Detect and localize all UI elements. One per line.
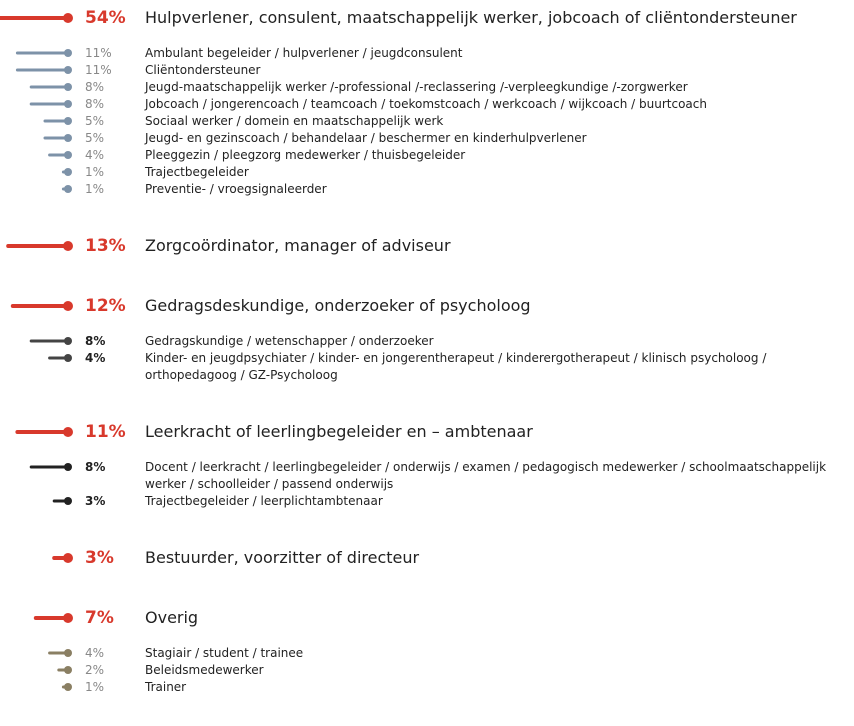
item-percent: 1% — [85, 182, 105, 196]
group-percent: 54% — [85, 8, 126, 28]
lollipop-dot — [64, 100, 72, 108]
item-label: Jeugd-maatschappelijk werker /-professio… — [145, 80, 688, 94]
lollipop-dot — [63, 553, 73, 563]
item-percent: 1% — [85, 680, 105, 694]
group-percent: 12% — [85, 296, 126, 316]
item-label: Gedragskundige / wetenschapper / onderzo… — [145, 334, 434, 348]
lollipop-dot — [63, 613, 73, 623]
item-percent: 3% — [85, 494, 106, 508]
item-label: Pleeggezin / pleegzorg medewerker / thui… — [145, 148, 466, 162]
lollipop-dot — [64, 168, 72, 176]
lollipop-dot — [64, 337, 72, 345]
item-label: Trainer — [145, 680, 187, 694]
item-percent: 8% — [85, 97, 105, 111]
group-percent: 3% — [85, 548, 114, 568]
group-label: Zorgcoördinator, manager of adviseur — [145, 236, 451, 255]
item-percent: 1% — [85, 165, 105, 179]
group-label: Leerkracht of leerlingbegeleider en – am… — [145, 422, 533, 441]
lollipop-dot — [64, 497, 72, 505]
item-label: Jobcoach / jongerencoach / teamcoach / t… — [145, 97, 707, 111]
item-percent: 2% — [85, 663, 105, 677]
item-label: Ambulant begeleider / hulpverlener / jeu… — [145, 46, 463, 60]
group-label: Gedragsdeskundige, onderzoeker of psycho… — [145, 296, 531, 315]
item-label: Jeugd- en gezinscoach / behandelaar / be… — [145, 131, 587, 145]
group-percent: 13% — [85, 236, 126, 256]
item-label: Preventie- / vroegsignaleerder — [145, 182, 327, 196]
item-percent: 8% — [85, 460, 106, 474]
lollipop-dot — [64, 134, 72, 142]
lollipop-dot — [64, 66, 72, 74]
item-percent: 4% — [85, 646, 105, 660]
item-label: Kinder- en jeugdpsychiater / kinder- en … — [145, 351, 767, 382]
group-label: Hulpverlener, consulent, maatschappelijk… — [145, 8, 797, 27]
item-percent: 5% — [85, 114, 105, 128]
lollipop-dot — [63, 13, 73, 23]
item-percent: 8% — [85, 334, 106, 348]
lollipop-dot — [64, 49, 72, 57]
item-percent: 5% — [85, 131, 105, 145]
lollipop-dot — [64, 117, 72, 125]
item-label: Docent / leerkracht / leerlingbegeleider… — [145, 460, 827, 491]
item-label: Trajectbegeleider — [145, 165, 249, 179]
item-percent: 8% — [85, 80, 105, 94]
item-percent: 11% — [85, 63, 112, 77]
lollipop-dot — [63, 301, 73, 311]
lollipop-dot — [63, 427, 73, 437]
lollipop-dot — [64, 83, 72, 91]
group-percent: 11% — [85, 422, 126, 442]
lollipop-dot — [63, 241, 73, 251]
group-label: Bestuurder, voorzitter of directeur — [145, 548, 420, 567]
lollipop-dot — [64, 463, 72, 471]
item-percent: 11% — [85, 46, 112, 60]
lollipop-dot — [64, 185, 72, 193]
item-percent: 4% — [85, 148, 105, 162]
item-label: Sociaal werker / domein en maatschappeli… — [145, 114, 444, 128]
item-label: Stagiair / student / trainee — [145, 646, 304, 660]
group-percent: 7% — [85, 608, 114, 628]
item-label: Cliëntondersteuner — [145, 63, 261, 77]
group-label: Overig — [145, 608, 199, 627]
lollipop-dot — [64, 649, 72, 657]
lollipop-dot — [64, 666, 72, 674]
item-percent: 4% — [85, 351, 106, 365]
item-label: Beleidsmedewerker — [145, 663, 264, 677]
lollipop-dot — [64, 151, 72, 159]
lollipop-dot — [64, 683, 72, 691]
item-label: Trajectbegeleider / leerplichtambtenaar — [145, 494, 383, 508]
lollipop-dot — [64, 354, 72, 362]
